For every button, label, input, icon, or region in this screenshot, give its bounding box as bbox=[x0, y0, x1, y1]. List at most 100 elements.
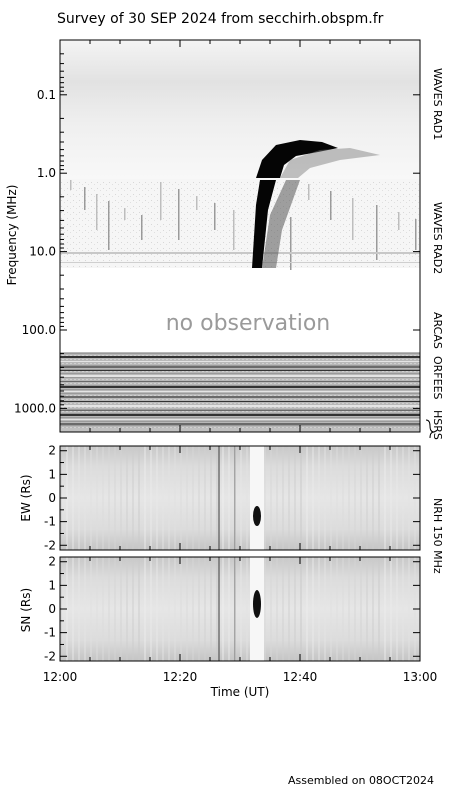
nrh-artifact-line bbox=[234, 557, 236, 661]
nrh-texture-column bbox=[348, 557, 350, 661]
nrh-texture-column bbox=[126, 446, 128, 550]
nrh-texture-column bbox=[396, 446, 398, 550]
nrh-texture-column bbox=[366, 446, 368, 550]
nrh-texture-column bbox=[96, 557, 98, 661]
sn-background bbox=[60, 557, 420, 661]
orfees-stripe bbox=[60, 370, 420, 371]
assembled-footer: Assembled on 08OCT2024 bbox=[288, 774, 434, 787]
nrh-texture-column bbox=[228, 557, 230, 661]
ew-burst-source bbox=[253, 506, 261, 526]
nrh-texture-column bbox=[198, 557, 200, 661]
spectrum-tick-label: 1.0 bbox=[37, 166, 56, 180]
orfees-stripe bbox=[60, 419, 420, 420]
rad2-interference-line bbox=[376, 205, 378, 260]
nrh-texture-column bbox=[282, 557, 284, 661]
ew-background bbox=[60, 446, 420, 550]
nrh-texture-column bbox=[372, 446, 374, 550]
orfees-stripe bbox=[60, 414, 420, 416]
nrh-texture-column bbox=[156, 446, 158, 550]
nrh-texture-column bbox=[216, 557, 218, 661]
nrh-texture-column bbox=[270, 446, 272, 550]
nrh-tick-label: 2 bbox=[48, 555, 56, 569]
nrh-texture-column bbox=[318, 446, 320, 550]
nrh-texture-column bbox=[210, 557, 212, 661]
nrh-texture-column bbox=[318, 557, 320, 661]
nrh-texture-column bbox=[186, 557, 188, 661]
nrh-texture-column bbox=[84, 557, 86, 661]
nrh-texture-column bbox=[168, 557, 170, 661]
nrh-texture-column bbox=[336, 557, 338, 661]
spectrum-tick-label: 0.1 bbox=[37, 88, 56, 102]
nrh-texture-column bbox=[240, 446, 242, 550]
nrh-texture-column bbox=[144, 446, 146, 550]
band-label: WAVES RAD2 bbox=[431, 202, 444, 274]
orfees-stripe bbox=[60, 396, 420, 398]
nrh-texture-column bbox=[270, 557, 272, 661]
nrh-texture-column bbox=[138, 446, 140, 550]
nrh-texture-column bbox=[162, 557, 164, 661]
nrh-texture-column bbox=[300, 446, 302, 550]
band-label: WAVES RAD1 bbox=[431, 68, 444, 140]
nrh-texture-column bbox=[402, 446, 404, 550]
x-tick-label: 12:00 bbox=[43, 670, 78, 684]
rad2-interference-line bbox=[308, 184, 310, 200]
spectrum-tick-label: 1000.0 bbox=[14, 401, 56, 415]
nrh-texture-column bbox=[312, 557, 314, 661]
orfees-stripe bbox=[60, 423, 420, 425]
nrh-tick-label: 2 bbox=[48, 444, 56, 458]
nrh-texture-column bbox=[102, 557, 104, 661]
nrh-texture-column bbox=[150, 446, 152, 550]
rad2-interference-line bbox=[96, 194, 98, 230]
nrh-texture-column bbox=[150, 557, 152, 661]
band-label: ARCAS bbox=[431, 312, 444, 349]
nrh-tick-label: -2 bbox=[44, 538, 56, 552]
nrh-texture-column bbox=[114, 557, 116, 661]
orfees-stripe bbox=[60, 401, 420, 402]
rad2-interference-line bbox=[178, 189, 180, 240]
rad2-horizontal-line bbox=[60, 262, 420, 263]
rad2-interference-line bbox=[398, 212, 400, 230]
nrh-texture-column bbox=[162, 446, 164, 550]
nrh-texture-column bbox=[402, 557, 404, 661]
nrh-tick-label: -1 bbox=[44, 626, 56, 640]
nrh-texture-column bbox=[276, 446, 278, 550]
nrh-texture-column bbox=[336, 446, 338, 550]
nrh-texture-column bbox=[342, 446, 344, 550]
orfees-band bbox=[60, 352, 420, 428]
rad2-interference-line bbox=[141, 215, 143, 240]
arcas-band bbox=[60, 268, 420, 352]
nrh-texture-column bbox=[120, 446, 122, 550]
nrh-texture-column bbox=[408, 446, 410, 550]
nrh-texture-column bbox=[132, 557, 134, 661]
sn-y-ticks: 2 1 0 -1 -2 bbox=[44, 555, 420, 663]
nrh-texture-column bbox=[390, 557, 392, 661]
rad2-interference-line bbox=[108, 201, 110, 250]
nrh-texture-column bbox=[282, 446, 284, 550]
nrh-texture-column bbox=[204, 446, 206, 550]
nrh-texture-column bbox=[330, 446, 332, 550]
nrh-tick-label: 1 bbox=[48, 578, 56, 592]
nrh-texture-column bbox=[192, 557, 194, 661]
nrh-texture-column bbox=[144, 557, 146, 661]
nrh-texture-column bbox=[78, 446, 80, 550]
nrh-texture-column bbox=[390, 446, 392, 550]
nrh-texture-column bbox=[108, 557, 110, 661]
rad2-interference-line bbox=[160, 182, 162, 220]
nrh-texture-column bbox=[312, 446, 314, 550]
chart-title: Survey of 30 SEP 2024 from secchirh.obsp… bbox=[57, 11, 384, 27]
nrh-texture-column bbox=[90, 557, 92, 661]
nrh-artifact-line bbox=[234, 446, 236, 550]
rad2-interference-line bbox=[196, 196, 198, 210]
ew-burst-column bbox=[250, 446, 264, 550]
nrh-texture-column bbox=[378, 557, 380, 661]
nrh-texture-column bbox=[84, 446, 86, 550]
nrh-texture-column bbox=[168, 446, 170, 550]
spectrum-tick-label: 100.0 bbox=[22, 323, 56, 337]
nrh-texture-column bbox=[120, 557, 122, 661]
band-label: HSRS bbox=[431, 410, 444, 440]
nrh-texture-column bbox=[384, 557, 386, 661]
nrh-texture-column bbox=[306, 557, 308, 661]
nrh-texture-column bbox=[210, 446, 212, 550]
x-tick-label: 12:40 bbox=[283, 670, 318, 684]
nrh-texture-column bbox=[192, 446, 194, 550]
